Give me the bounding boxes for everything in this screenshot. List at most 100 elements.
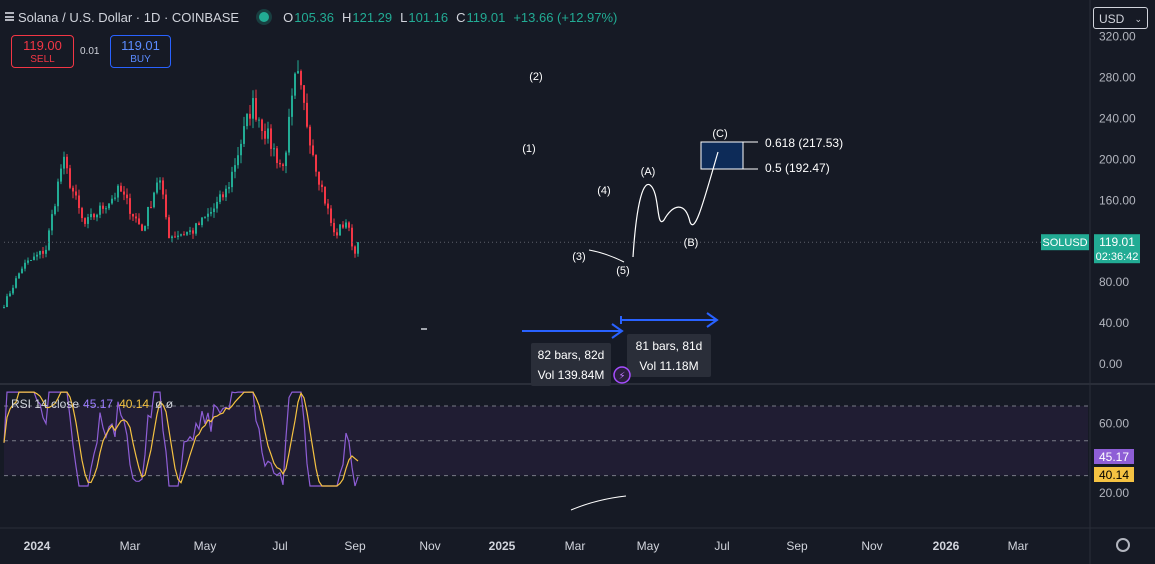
candle-body xyxy=(309,126,311,146)
candle-body xyxy=(279,162,281,165)
candle-body xyxy=(114,197,116,199)
candle-body xyxy=(168,217,170,239)
rsi-legend-title: RSI 14 close xyxy=(11,397,80,411)
candle-body xyxy=(183,234,185,236)
candle-body xyxy=(240,143,242,156)
rsi-legend-value: 45.17 xyxy=(83,397,114,411)
time-tick: Mar xyxy=(1008,539,1029,553)
candle-body xyxy=(150,206,152,208)
rsi-legend-ma: 40.14 xyxy=(119,397,150,411)
rsi-value-tag-box xyxy=(1094,449,1134,464)
rsi-ma-tag: 40.14 xyxy=(1099,468,1129,482)
candle-body xyxy=(204,216,206,218)
candle-body xyxy=(48,230,50,250)
candle-body xyxy=(159,180,161,183)
time-tick: 2025 xyxy=(489,539,516,553)
rsi-value-tag: 45.17 xyxy=(1099,450,1129,464)
measure-arrowhead-2 xyxy=(706,312,719,328)
price-tag-box xyxy=(1094,234,1140,264)
symbol-tag: SOLUSD xyxy=(1042,237,1087,249)
candle-body xyxy=(264,130,266,139)
high-label: H xyxy=(341,9,352,25)
annotations[interactable]: SOLUSD 119.01 02:36:42 45.17 40.14 0.618 (217… xyxy=(4,71,1140,511)
time-tick: Nov xyxy=(861,539,882,553)
candle-body xyxy=(321,184,323,187)
candle-body xyxy=(6,296,8,308)
wave-label: (1) xyxy=(522,143,535,155)
candle-body xyxy=(273,148,275,150)
time-axis[interactable]: 2024 Mar May Jul Sep Nov 2025 Mar May Jul Sep Nov 20… xyxy=(24,539,1029,553)
wave-5-line xyxy=(588,249,625,263)
fib-upper-label: 0.618 (217.53) xyxy=(765,136,843,150)
candle-body xyxy=(12,287,14,294)
candle-body xyxy=(210,211,212,214)
candle-body xyxy=(15,278,17,288)
time-tick: Mar xyxy=(120,539,141,553)
rsi-legend[interactable]: RSI 14 close 45.17 40.14 ø ø xyxy=(11,397,173,411)
candle-body xyxy=(222,194,224,198)
candle-body xyxy=(87,217,89,224)
rsi-tick: 60.00 xyxy=(1099,416,1129,430)
candle-body xyxy=(180,234,182,236)
candle-body xyxy=(330,208,332,223)
wave-label: (B) xyxy=(684,237,699,249)
candle-body xyxy=(21,268,23,274)
candle-body xyxy=(228,187,230,189)
buy-button[interactable]: 119.01 BUY xyxy=(110,35,171,68)
menu-icon[interactable] xyxy=(5,12,14,21)
candle-body xyxy=(315,155,317,172)
lightning-icon xyxy=(613,366,631,384)
wave-label: (A) xyxy=(641,166,656,178)
rsi-pane xyxy=(3,391,1088,487)
candle-body xyxy=(78,195,80,209)
candle-body xyxy=(270,128,272,149)
time-tick: Jul xyxy=(272,539,287,553)
candle-body xyxy=(225,188,227,198)
candle-body xyxy=(126,194,128,199)
candle-body xyxy=(303,85,305,103)
buy-price: 119.01 xyxy=(121,38,160,53)
candlestick-series xyxy=(3,60,359,309)
candle-body xyxy=(63,156,65,169)
candle-body xyxy=(120,185,122,192)
candle-body xyxy=(75,191,77,196)
change-value: +13.66 (+12.97%) xyxy=(513,9,618,25)
price-tick: 320.00 xyxy=(1099,30,1136,44)
measure-volume: Vol 139.84M xyxy=(538,368,605,382)
rsi-legend-extra: ø ø xyxy=(155,397,174,411)
candle-body xyxy=(354,246,356,254)
time-tick: Sep xyxy=(344,539,366,553)
candle-body xyxy=(324,186,326,204)
candle-body xyxy=(318,171,320,185)
candle-body xyxy=(18,273,20,279)
candle-body xyxy=(147,206,149,226)
close-value: 119.01 xyxy=(466,9,506,25)
candle-body xyxy=(174,236,176,238)
candle-body xyxy=(177,235,179,238)
candle-body xyxy=(138,218,140,225)
candle-body xyxy=(51,214,53,231)
candle-body xyxy=(3,307,5,309)
candle-body xyxy=(90,214,92,218)
candle-body xyxy=(276,148,278,163)
candle-body xyxy=(171,236,173,239)
gear-icon[interactable] xyxy=(1116,538,1130,552)
candle-body xyxy=(345,222,347,228)
candle-body xyxy=(111,198,113,204)
price-tag-countdown: 02:36:42 xyxy=(1096,251,1139,263)
candle-body xyxy=(306,102,308,127)
wave-label: (2) xyxy=(529,71,542,83)
symbol-title[interactable]: Solana / U.S. Dollar · 1D · COINBASE xyxy=(18,9,240,25)
currency-select[interactable]: USD ⌄ xyxy=(1093,7,1148,29)
sell-button[interactable]: 119.00 SELL xyxy=(11,35,74,68)
candle-body xyxy=(288,116,290,153)
candle-body xyxy=(96,214,98,218)
candle-body xyxy=(132,213,134,217)
candle-body xyxy=(117,185,119,198)
candle-body xyxy=(201,217,203,226)
wave-label: (3) xyxy=(572,251,585,263)
buy-label: BUY xyxy=(130,54,151,65)
candle-body xyxy=(357,242,359,254)
rsi-ma-tag-box xyxy=(1094,467,1134,482)
